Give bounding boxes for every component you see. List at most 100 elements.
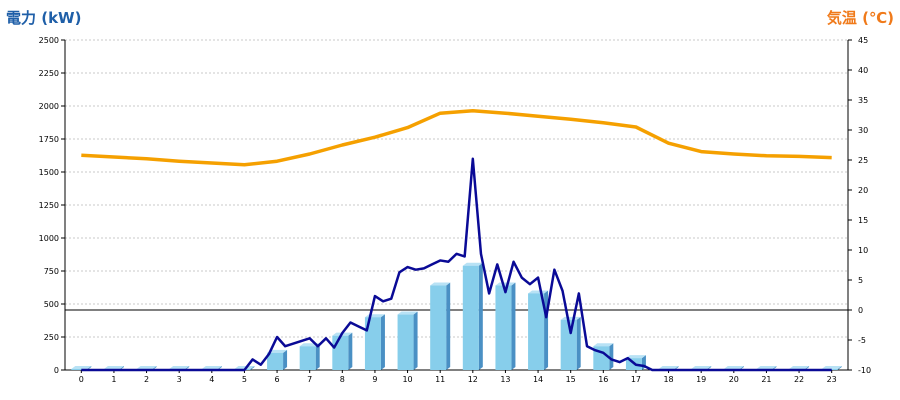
x-tick-label: 17 bbox=[631, 375, 641, 384]
left-tick-label: 2250 bbox=[39, 69, 59, 78]
left-tick-label: 250 bbox=[44, 333, 59, 342]
left-tick-label: 0 bbox=[54, 366, 59, 375]
bar bbox=[528, 290, 549, 370]
bar-side bbox=[609, 343, 614, 370]
bar-top bbox=[495, 282, 516, 286]
bar-side bbox=[315, 343, 320, 370]
bar-face bbox=[495, 285, 512, 370]
bar-face bbox=[71, 369, 88, 370]
bar bbox=[430, 282, 451, 370]
bar-top bbox=[560, 316, 581, 320]
bar-top bbox=[658, 366, 679, 369]
bar bbox=[332, 332, 353, 370]
x-tick-label: 11 bbox=[435, 375, 445, 384]
bar-face bbox=[364, 317, 381, 370]
bar bbox=[495, 282, 516, 370]
bar bbox=[593, 343, 614, 370]
bar bbox=[625, 355, 646, 370]
bar-side bbox=[511, 282, 516, 370]
x-tick-label: 5 bbox=[242, 375, 247, 384]
bar-top bbox=[789, 366, 810, 369]
right-tick-label: 20 bbox=[858, 186, 868, 195]
bar-top bbox=[267, 349, 288, 353]
left-tick-label: 2500 bbox=[39, 36, 59, 45]
bar-top bbox=[691, 366, 712, 369]
right-tick-label: 5 bbox=[858, 276, 863, 285]
bar-top bbox=[169, 366, 190, 369]
x-tick-label: 10 bbox=[402, 375, 412, 384]
x-tick-label: 4 bbox=[209, 375, 214, 384]
right-tick-label: 30 bbox=[858, 126, 868, 135]
bar-top bbox=[528, 290, 549, 294]
bar-side bbox=[837, 366, 842, 370]
bar-face bbox=[397, 314, 414, 370]
bar-side bbox=[380, 314, 385, 370]
bar-face bbox=[462, 265, 479, 370]
bar-top bbox=[71, 366, 92, 369]
bar-series bbox=[71, 262, 842, 370]
x-tick-label: 3 bbox=[177, 375, 182, 384]
right-tick-label: 25 bbox=[858, 156, 868, 165]
bar-face bbox=[267, 352, 284, 370]
x-tick-label: 12 bbox=[468, 375, 478, 384]
left-axis-title: 電力 (kW) bbox=[6, 9, 82, 27]
left-tick-label: 750 bbox=[44, 267, 59, 276]
left-tick-label: 1500 bbox=[39, 168, 59, 177]
right-axis-title: 気温 (℃) bbox=[826, 9, 894, 27]
x-tick-label: 14 bbox=[533, 375, 543, 384]
bar-top bbox=[103, 366, 124, 369]
left-tick-label: 1750 bbox=[39, 135, 59, 144]
x-tick-label: 7 bbox=[307, 375, 312, 384]
left-tick-label: 1250 bbox=[39, 201, 59, 210]
bar-side bbox=[250, 366, 255, 370]
bar-top bbox=[625, 355, 646, 359]
x-tick-label: 22 bbox=[794, 375, 804, 384]
x-tick-label: 8 bbox=[340, 375, 345, 384]
bar-top bbox=[201, 366, 222, 369]
x-tick-label: 15 bbox=[566, 375, 576, 384]
right-tick-label: 10 bbox=[858, 246, 868, 255]
x-tick-label: 1 bbox=[111, 375, 116, 384]
bar-face bbox=[430, 285, 447, 370]
right-tick-label: 15 bbox=[858, 216, 868, 225]
right-tick-label: 0 bbox=[858, 306, 863, 315]
x-tick-label: 21 bbox=[761, 375, 771, 384]
x-tick-label: 2 bbox=[144, 375, 149, 384]
right-tick-label: 40 bbox=[858, 66, 868, 75]
x-tick-label: 20 bbox=[729, 375, 739, 384]
x-tick-label: 6 bbox=[275, 375, 280, 384]
right-tick-label: 45 bbox=[858, 36, 868, 45]
bar bbox=[267, 349, 288, 370]
x-tick-label: 23 bbox=[827, 375, 837, 384]
bar-side bbox=[478, 262, 483, 370]
bar-face bbox=[528, 293, 545, 370]
bar-top bbox=[397, 311, 418, 315]
bar-side bbox=[446, 282, 451, 370]
bar-side bbox=[348, 332, 353, 370]
bar-side bbox=[544, 290, 549, 370]
x-tick-label: 9 bbox=[372, 375, 377, 384]
left-tick-label: 500 bbox=[44, 300, 59, 309]
right-tick-label: 35 bbox=[858, 96, 868, 105]
gridlines bbox=[65, 39, 848, 338]
power-line bbox=[81, 157, 832, 372]
bar-side bbox=[283, 349, 288, 370]
bar-top bbox=[593, 343, 614, 347]
bar-top bbox=[234, 366, 255, 369]
bar-top bbox=[430, 282, 451, 286]
x-tick-label: 0 bbox=[79, 375, 84, 384]
bar bbox=[560, 316, 581, 370]
bar-side bbox=[413, 311, 418, 370]
bar-face bbox=[299, 346, 316, 370]
x-tick-label: 19 bbox=[696, 375, 706, 384]
x-tick-label: 13 bbox=[500, 375, 510, 384]
bar-top bbox=[821, 366, 842, 369]
bar bbox=[299, 343, 320, 370]
bar bbox=[462, 262, 483, 370]
bar bbox=[364, 314, 385, 370]
bar-top bbox=[462, 262, 483, 266]
bar-top bbox=[136, 366, 157, 369]
temperature-line bbox=[81, 109, 832, 167]
